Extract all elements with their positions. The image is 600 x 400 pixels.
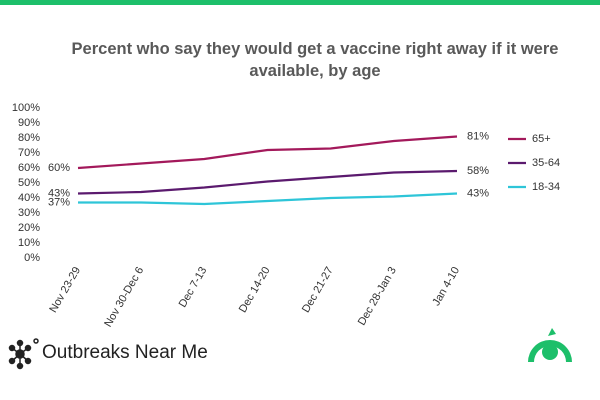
y-tick-label: 30%	[18, 207, 40, 219]
data-label: 58%	[467, 165, 489, 177]
series-line	[77, 135, 458, 170]
legend-label: 65+	[532, 133, 551, 145]
data-label: 37%	[48, 196, 70, 208]
data-label: 60%	[48, 162, 70, 174]
y-tick-label: 90%	[18, 117, 40, 129]
data-label: 43%	[48, 187, 70, 199]
y-tick-label: 10%	[18, 237, 40, 249]
y-tick-label: 50%	[18, 177, 40, 189]
y-tick-label: 100%	[12, 102, 40, 114]
data-label: 43%	[467, 187, 489, 199]
legend-label: 18-34	[532, 181, 560, 193]
brand-name: Outbreaks Near Me	[42, 342, 208, 363]
x-tick-label: Dec 28-Jan 3	[356, 265, 399, 328]
x-tick-label: Nov 30-Dec 6	[102, 265, 146, 329]
logo	[528, 328, 572, 362]
series-line	[78, 192, 458, 206]
x-tick-label: Dec 14-20	[237, 265, 273, 315]
chart-title: Percent who say they would get a vaccine…	[71, 40, 559, 80]
y-tick-label: 80%	[18, 132, 40, 144]
legend-label: 35-64	[532, 157, 560, 169]
x-tick-label: Jan 4-10	[430, 265, 462, 308]
top-bar	[0, 0, 600, 5]
y-tick-label: 40%	[18, 192, 40, 204]
brand-icon	[8, 338, 39, 370]
x-tick-label: Nov 23-29	[47, 265, 83, 315]
y-tick-label: 20%	[18, 222, 40, 234]
y-tick-label: 70%	[18, 147, 40, 159]
y-tick-label: 0%	[24, 252, 40, 264]
x-tick-label: Dec 21-27	[300, 265, 336, 315]
data-label: 81%	[467, 130, 489, 142]
x-tick-label: Dec 7-13	[177, 265, 210, 310]
series-line	[77, 169, 458, 195]
y-tick-label: 60%	[18, 162, 40, 174]
